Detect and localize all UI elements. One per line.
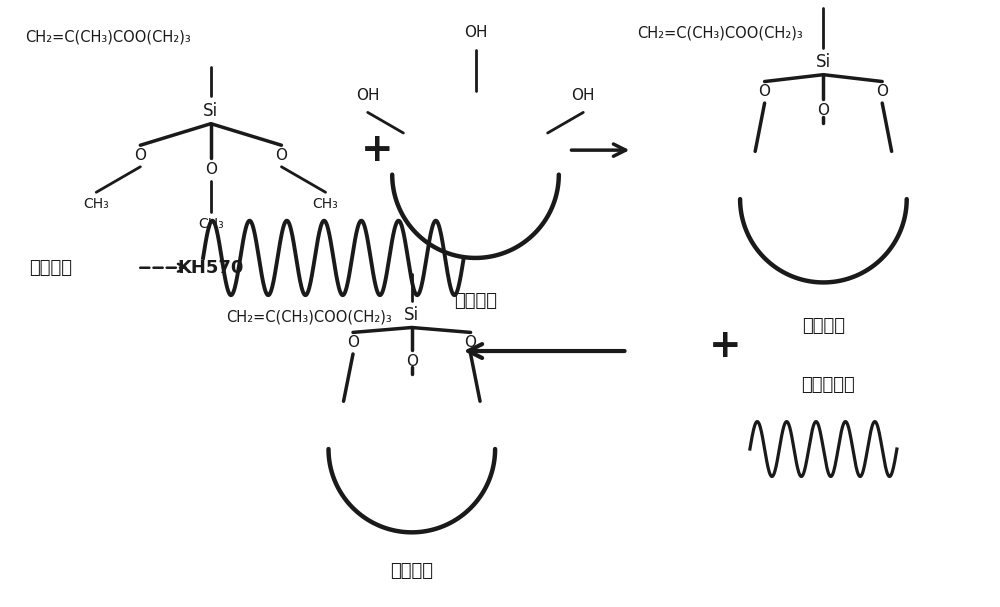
Text: OH: OH bbox=[356, 87, 379, 103]
Text: 纳米粒子: 纳米粒子 bbox=[390, 561, 433, 580]
Text: CH₂=C(CH₃)COO(CH₂)₃: CH₂=C(CH₃)COO(CH₂)₃ bbox=[226, 309, 392, 324]
Text: 分子链段: 分子链段 bbox=[30, 259, 73, 277]
Text: 纳米粒子: 纳米粒子 bbox=[802, 317, 845, 334]
Text: CH₂=C(CH₃)COO(CH₂)₃: CH₂=C(CH₃)COO(CH₂)₃ bbox=[25, 30, 190, 45]
Text: O: O bbox=[876, 84, 888, 99]
Text: 聚丙烯分子: 聚丙烯分子 bbox=[801, 376, 855, 395]
Text: OH: OH bbox=[572, 87, 595, 103]
Text: O: O bbox=[406, 354, 418, 369]
Text: O: O bbox=[275, 148, 287, 163]
Text: O: O bbox=[134, 148, 146, 163]
Text: 纳米粒子: 纳米粒子 bbox=[454, 292, 497, 310]
Text: OH: OH bbox=[464, 25, 487, 41]
Text: O: O bbox=[817, 103, 829, 118]
Text: Si: Si bbox=[203, 102, 218, 120]
Text: Si: Si bbox=[816, 53, 831, 71]
Text: O: O bbox=[465, 334, 477, 350]
Text: KH570: KH570 bbox=[178, 259, 244, 277]
Text: CH₂=C(CH₃)COO(CH₂)₃: CH₂=C(CH₃)COO(CH₂)₃ bbox=[637, 25, 803, 40]
Text: CH₃: CH₃ bbox=[313, 197, 338, 211]
Text: CH₃: CH₃ bbox=[198, 217, 224, 231]
Text: +: + bbox=[709, 327, 742, 365]
Text: Si: Si bbox=[404, 306, 419, 324]
Text: O: O bbox=[205, 162, 217, 177]
Text: O: O bbox=[347, 334, 359, 350]
Text: O: O bbox=[759, 84, 771, 99]
Text: CH₃: CH₃ bbox=[83, 197, 109, 211]
Text: +: + bbox=[361, 131, 394, 169]
